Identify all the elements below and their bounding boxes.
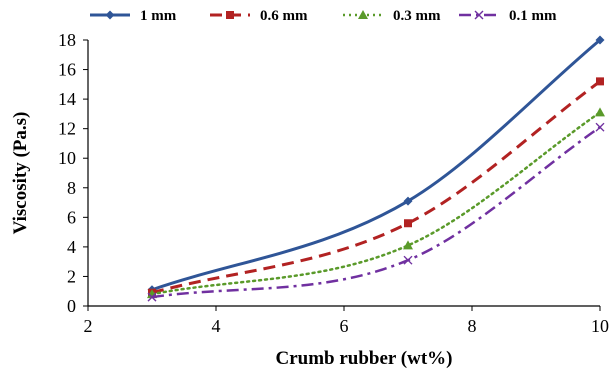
data-point-1-mm	[595, 35, 605, 45]
x-tick-label: 6	[340, 316, 349, 336]
y-tick-label: 4	[67, 237, 76, 257]
x-tick-label: 2	[84, 316, 93, 336]
marker-x-stroke	[595, 122, 605, 132]
series-1-mm	[147, 35, 605, 295]
legend-item-0_1-mm: 0.1 mm	[459, 8, 557, 24]
marker-x-stroke	[403, 255, 413, 265]
legend-item-1-mm: 1 mm	[90, 8, 177, 24]
y-tick-label: 16	[58, 60, 76, 80]
y-tick-label: 0	[67, 296, 76, 316]
y-tick-label: 12	[58, 119, 76, 139]
x-tick-label: 10	[591, 316, 609, 336]
data-point-0_6-mm	[596, 77, 604, 86]
data-point-1-mm	[403, 196, 413, 206]
series-group	[147, 35, 605, 302]
data-point-0_1-mm	[403, 255, 413, 265]
y-tick-label: 18	[58, 30, 76, 50]
legend-swatch-marker	[358, 10, 368, 19]
y-tick-label: 6	[67, 207, 76, 227]
data-point-0_3-mm	[403, 240, 413, 250]
series-line-1-mm	[151, 38, 601, 292]
legend-label: 0.1 mm	[509, 8, 557, 24]
y-tick-label: 8	[67, 178, 76, 198]
marker-x-stroke	[147, 292, 157, 302]
y-tick-label: 14	[58, 89, 76, 109]
x-tick-label: 4	[212, 316, 221, 336]
series-line-0_6-mm	[151, 80, 601, 295]
series-0_6-mm	[148, 77, 604, 297]
legend-swatch-marker	[474, 10, 484, 20]
y-axis-title: Viscosity (Pa.s)	[10, 112, 31, 235]
x-axis-title: Crumb rubber (wt%)	[276, 348, 453, 369]
x-tick-label: 8	[468, 316, 477, 336]
y-tick-label: 10	[58, 148, 76, 168]
series-line-0_3-mm	[150, 111, 602, 296]
legend-swatch-marker	[105, 10, 115, 20]
legend-label: 0.3 mm	[393, 8, 441, 24]
data-point-0_6-mm	[404, 219, 412, 228]
y-tick-label: 2	[67, 266, 76, 286]
data-point-0_1-mm	[595, 122, 605, 132]
legend-swatch-marker	[226, 11, 234, 19]
legend-item-0_3-mm: 0.3 mm	[343, 8, 441, 24]
legend-label: 1 mm	[140, 8, 177, 24]
data-point-0_1-mm	[147, 292, 157, 302]
marker-x-stroke	[474, 10, 484, 20]
legend: 1 mm 0.6 mm 0.3 mm 0.1 mm	[90, 8, 557, 24]
series-line-0_1-mm	[151, 126, 601, 299]
series-0_1-mm	[147, 122, 605, 302]
data-point-0_3-mm	[595, 107, 605, 117]
legend-item-0_6-mm: 0.6 mm	[210, 8, 308, 24]
legend-label: 0.6 mm	[260, 8, 308, 24]
